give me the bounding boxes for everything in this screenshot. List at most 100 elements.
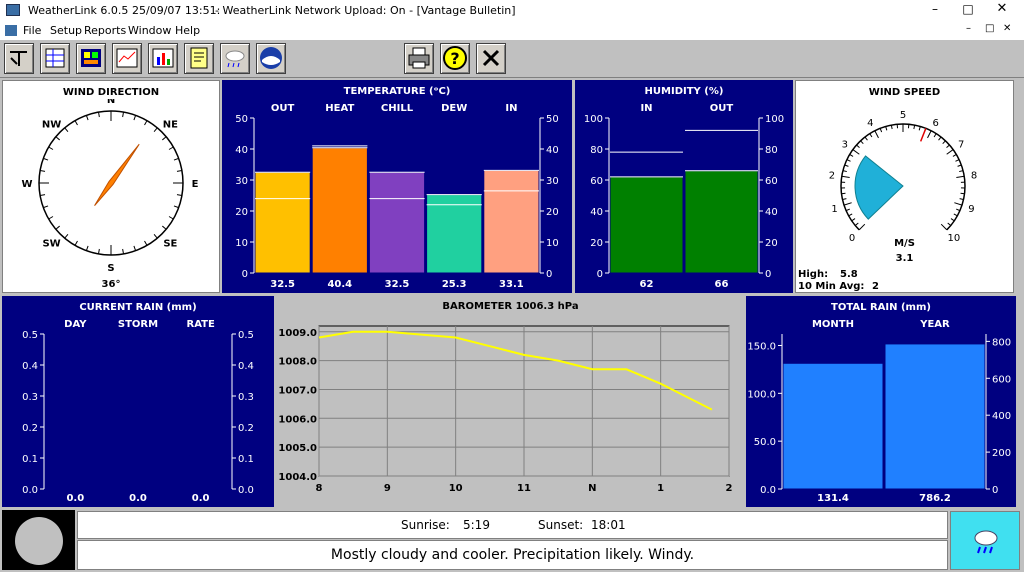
mdi-restore-button[interactable]: □ <box>985 23 995 34</box>
close-button[interactable]: ✕ <box>996 1 1008 16</box>
wind-speed-tick <box>959 170 964 173</box>
compass-tick <box>55 136 60 141</box>
data-table-icon[interactable] <box>40 43 70 74</box>
wind-speed-sector <box>854 155 904 220</box>
humidity-tick-label-left: 100 <box>584 114 603 125</box>
wind-speed-tick-label: 0 <box>849 233 855 241</box>
compass-tick <box>122 112 124 118</box>
barometer-ytick-label: 1004.0 <box>278 472 317 483</box>
temperature-tick-label-left: 50 <box>235 114 248 125</box>
bulletin-icon[interactable] <box>76 43 106 74</box>
temperature-tick-label-right: 20 <box>546 207 559 218</box>
window-title-status: - WeatherLink Network Upload: On - [Vant… <box>215 4 516 17</box>
temperature-title: TEMPERATURE (ᵒC) <box>343 86 451 97</box>
temperature-bar-dew <box>426 194 483 274</box>
wind-speed-tick <box>942 140 946 145</box>
humidity-tick-label-right: 40 <box>765 207 778 218</box>
wind-speed-tick <box>852 149 860 155</box>
current-rain-tick-label-right: 0.2 <box>238 423 254 434</box>
compass-tick <box>43 205 49 209</box>
sun-times-panel: Sunrise: 5:19 Sunset: 18:01 <box>77 511 948 539</box>
humidity-panel: HUMIDITY (%) 100 100 80 80 60 60 40 40 20 20 0 0 IN 6… <box>575 80 793 293</box>
doc-icon <box>5 25 17 36</box>
wind-speed-tick-label: 3 <box>842 140 848 151</box>
wind-speed-tick <box>959 198 964 201</box>
mdi-minimize-button[interactable]: – <box>966 23 971 34</box>
temperature-tick-label-right: 10 <box>546 238 559 249</box>
maximize-button[interactable]: □ <box>962 2 974 16</box>
noaa-icon[interactable] <box>256 43 286 74</box>
temperature-tick-label-right: 50 <box>546 114 559 125</box>
strip-chart-icon[interactable] <box>112 43 142 74</box>
wind-speed-tick <box>856 144 860 149</box>
current-rain-tick-label-right: 0.0 <box>238 485 254 496</box>
wind-chart-icon[interactable] <box>4 43 34 74</box>
barometer-xtick-label: 8 <box>316 483 323 494</box>
notes-icon[interactable] <box>184 43 214 74</box>
current-rain-label-storm: STORM <box>118 319 158 330</box>
wind-speed-tick <box>841 175 850 179</box>
barometer-xtick-label: 9 <box>384 483 391 494</box>
sunset-label: Sunset: <box>538 518 584 532</box>
help-icon[interactable]: ? <box>440 43 470 74</box>
humidity-title: HUMIDITY (%) <box>644 86 724 97</box>
wind-direction-arrow <box>94 143 140 206</box>
wind-speed-tick <box>946 149 954 155</box>
compass-tick <box>133 115 137 121</box>
temperature-tick-label-left: 30 <box>235 176 248 187</box>
forecast-panel: Mostly cloudy and cooler. Precipitation … <box>77 540 948 570</box>
barometer-ytick-label: 1007.0 <box>278 385 317 396</box>
wind-speed-title: WIND SPEED <box>868 87 941 98</box>
menu-file[interactable]: File <box>23 24 42 37</box>
menu-window[interactable]: Window <box>128 24 172 37</box>
summary-icon[interactable] <box>148 43 178 74</box>
current-rain-tick-label-right: 0.4 <box>238 361 254 372</box>
humidity-value-out: 66 <box>715 279 729 290</box>
barometer-xtick-label: 11 <box>517 483 531 494</box>
temperature-panel: TEMPERATURE (ᵒC) 50 50 40 40 30 30 20 20 10 10 0 0 O… <box>222 80 572 293</box>
compass-label-n: N <box>107 99 115 106</box>
wind-speed-tick <box>953 213 958 217</box>
temperature-bar-out <box>254 171 311 274</box>
wind-speed-tick <box>952 154 957 157</box>
compass-tick <box>43 157 49 161</box>
compass-tick <box>162 225 167 230</box>
cloud-rain-icon <box>974 530 998 554</box>
mdi-close-button[interactable]: ✕ <box>1003 23 1012 34</box>
minimize-button[interactable]: – <box>932 2 938 16</box>
print-icon[interactable] <box>404 43 434 74</box>
wind-speed-tick <box>842 198 847 201</box>
menu-setup[interactable]: Setup <box>50 24 83 37</box>
humidity-chart: 100 100 80 80 60 60 40 40 20 20 0 0 IN 62 OUT 66 <box>584 103 784 290</box>
compass-tick <box>153 127 158 132</box>
window-title-app: WeatherLink 6.0.5 <box>28 4 129 17</box>
menu-help[interactable]: Help <box>175 24 201 37</box>
total-rain-tick-label-left: 50.0 <box>754 437 776 448</box>
close-x-icon[interactable] <box>476 43 506 74</box>
wind-speed-tick <box>845 208 850 212</box>
humidity-tick-label-left: 20 <box>590 238 603 249</box>
total-rain-tick-label-left: 150.0 <box>747 341 776 352</box>
wind-speed-tick <box>938 136 942 141</box>
wind-avg-value: 2 <box>872 281 879 292</box>
total-rain-tick-label-right: 0 <box>992 485 998 496</box>
compass-label-w: W <box>21 179 32 190</box>
title-bar: WeatherLink 6.0.5 25/09/07 13:51: - Weat… <box>0 0 1024 21</box>
humidity-bar-out <box>684 170 759 274</box>
svg-text:?: ? <box>450 49 459 68</box>
weather-map-icon[interactable] <box>220 43 250 74</box>
compass-label-e: E <box>192 179 199 190</box>
wind-speed-tick <box>957 164 962 167</box>
wind-speed-tick <box>843 202 852 206</box>
compass-tick <box>98 112 100 118</box>
menu-reports[interactable]: Reports <box>84 24 127 37</box>
compass-tick <box>40 170 46 172</box>
humidity-tick-label-right: 80 <box>765 145 778 156</box>
humidity-label-out: OUT <box>710 103 734 114</box>
temperature-tick-label-right: 40 <box>546 145 559 156</box>
window-title-time: 25/09/07 13:51: <box>132 4 221 17</box>
compass-tick <box>122 248 124 254</box>
current-rain-title: CURRENT RAIN (mm) <box>79 302 197 313</box>
barometer-xtick-label: N <box>588 483 596 494</box>
compass-tick <box>176 170 182 172</box>
